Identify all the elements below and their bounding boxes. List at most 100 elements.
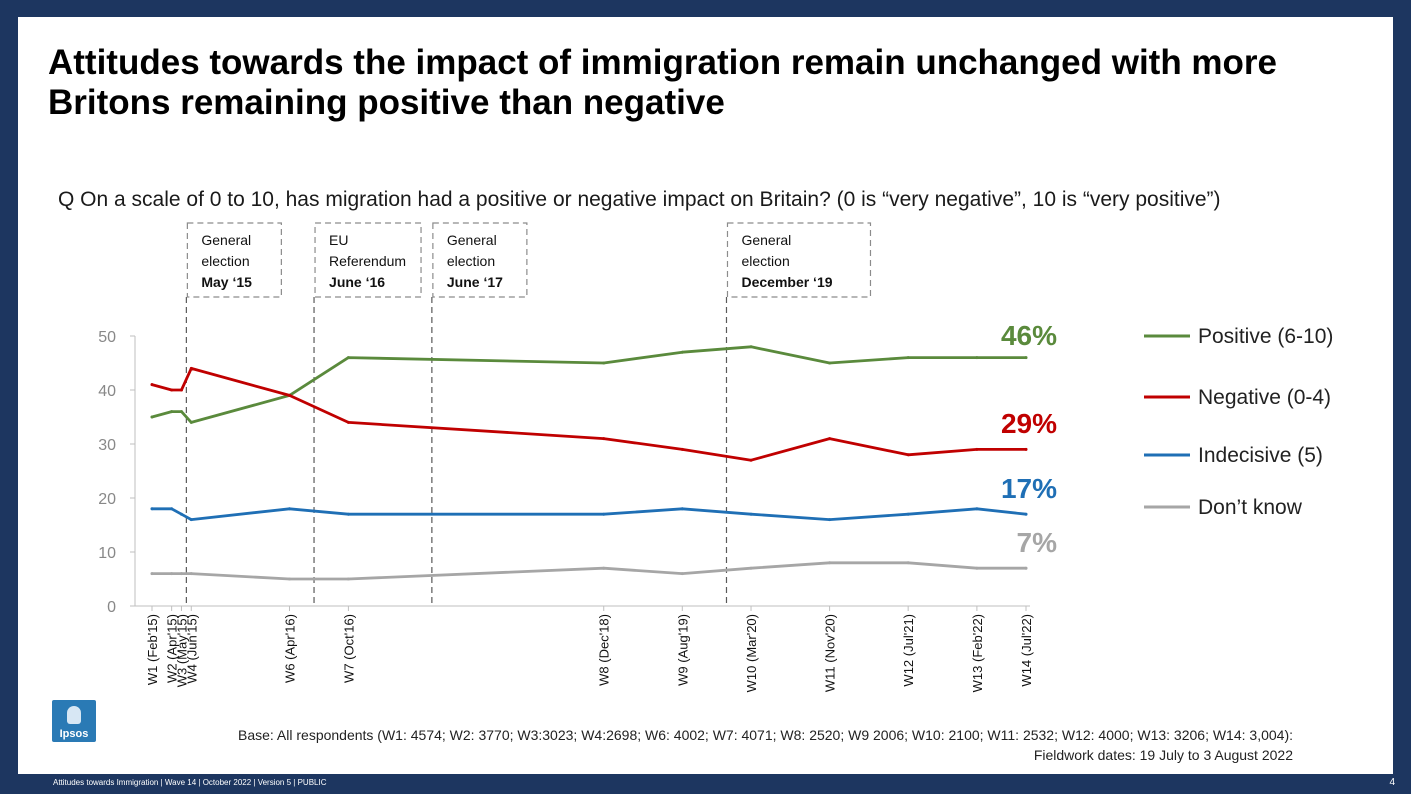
y-tick-label: 40 [98, 383, 116, 400]
legend-label: Negative (0-4) [1198, 386, 1331, 409]
data-point [749, 345, 753, 349]
event-label: General [201, 232, 251, 248]
data-point [179, 410, 183, 414]
data-point [179, 512, 183, 516]
event-label: General [741, 232, 791, 248]
event-date-label: May ‘15 [201, 274, 252, 290]
event-date-label: June ‘17 [447, 274, 503, 290]
data-point [680, 507, 684, 511]
data-point [170, 410, 174, 414]
fieldwork-dates-text: Fieldwork dates: 19 July to 3 August 202… [1033, 747, 1293, 763]
data-point [975, 566, 979, 570]
data-point [906, 356, 910, 360]
x-tick-label: W7 (Oct'16) [341, 614, 356, 683]
x-tick-label: W2 (Apr'15) [165, 614, 180, 683]
data-point [189, 572, 193, 576]
data-point [189, 366, 193, 370]
data-point [170, 507, 174, 511]
data-point [1024, 356, 1028, 360]
data-point [170, 388, 174, 392]
data-point [975, 356, 979, 360]
x-tick-label: W13 (Feb'22) [970, 614, 985, 692]
data-point [828, 361, 832, 365]
data-point [680, 447, 684, 451]
legend-label: Positive (6-10) [1198, 325, 1333, 348]
data-point [189, 420, 193, 424]
data-point [189, 518, 193, 522]
data-point [170, 572, 174, 576]
x-tick-label: W4 (Jun'15) [184, 614, 199, 684]
data-point [1024, 447, 1028, 451]
data-point [179, 388, 183, 392]
data-point [975, 447, 979, 451]
data-point [602, 512, 606, 516]
event-label: EU [329, 232, 348, 248]
data-point [287, 507, 291, 511]
ipsos-logo: Ipsos [52, 700, 96, 742]
data-point [906, 453, 910, 457]
data-point [179, 572, 183, 576]
x-tick-label: W1 (Feb'15) [145, 614, 160, 685]
y-tick-label: 50 [98, 329, 116, 346]
x-tick-label: W11 (Nov'20) [823, 614, 838, 692]
data-point [287, 393, 291, 397]
data-point [906, 561, 910, 565]
legend-label: Indecisive (5) [1198, 444, 1323, 467]
event-box [186, 222, 282, 298]
data-point [150, 572, 154, 576]
y-tick-label: 10 [98, 545, 116, 562]
data-point [602, 566, 606, 570]
series-line [150, 366, 1028, 462]
y-tick-label: 30 [98, 437, 116, 454]
data-point [346, 512, 350, 516]
data-point [346, 420, 350, 424]
base-respondents-text: Base: All respondents (W1: 4574; W2: 377… [238, 727, 1293, 743]
event-box [314, 222, 422, 298]
event-label: election [447, 253, 495, 269]
series-line [150, 561, 1028, 581]
data-point [150, 507, 154, 511]
end-value-label: 7% [1017, 527, 1058, 558]
data-point [749, 458, 753, 462]
data-point [287, 577, 291, 581]
event-date-label: December ‘19 [741, 274, 832, 290]
x-tick-label: W8 (Dec'18) [597, 614, 612, 686]
series-line [150, 345, 1028, 424]
event-date-label: June ‘16 [329, 274, 385, 290]
y-tick-label: 0 [107, 599, 116, 616]
survey-question: Q On a scale of 0 to 10, has migration h… [58, 188, 1221, 211]
slide-title: Attitudes towards the impact of immigrat… [48, 43, 1278, 122]
event-label: General [447, 232, 497, 248]
data-point [1024, 566, 1028, 570]
x-tick-label: W14 (Jul'22) [1019, 614, 1034, 687]
data-point [346, 356, 350, 360]
x-tick-label: W6 (Apr'16) [282, 614, 297, 683]
data-point [906, 512, 910, 516]
data-point [1024, 512, 1028, 516]
x-tick-label: W9 (Aug'19) [675, 614, 690, 686]
data-point [602, 361, 606, 365]
data-point [602, 437, 606, 441]
data-point [150, 383, 154, 387]
end-value-label: 29% [1001, 408, 1057, 439]
series-line [150, 507, 1028, 521]
page-number: 4 [1389, 777, 1395, 788]
base-note: Base: All respondents (W1: 4574; W2: 377… [238, 725, 1293, 765]
data-point [749, 566, 753, 570]
data-point [680, 350, 684, 354]
logo-text: Ipsos [59, 728, 89, 740]
event-box [726, 222, 872, 298]
end-value-label: 46% [1001, 320, 1057, 351]
data-point [828, 518, 832, 522]
footer-text: Attitudes towards Immigration | Wave 14 … [53, 778, 327, 787]
end-value-label: 17% [1001, 473, 1057, 504]
x-tick-label: W3 (May'15) [174, 614, 189, 687]
event-label: election [201, 253, 249, 269]
legend-label: Don’t know [1198, 496, 1303, 519]
data-point [975, 507, 979, 511]
logo-mark-icon [67, 706, 81, 724]
event-label: Referendum [329, 253, 406, 269]
data-point [828, 561, 832, 565]
x-tick-label: W12 (Jul'21) [901, 614, 916, 687]
